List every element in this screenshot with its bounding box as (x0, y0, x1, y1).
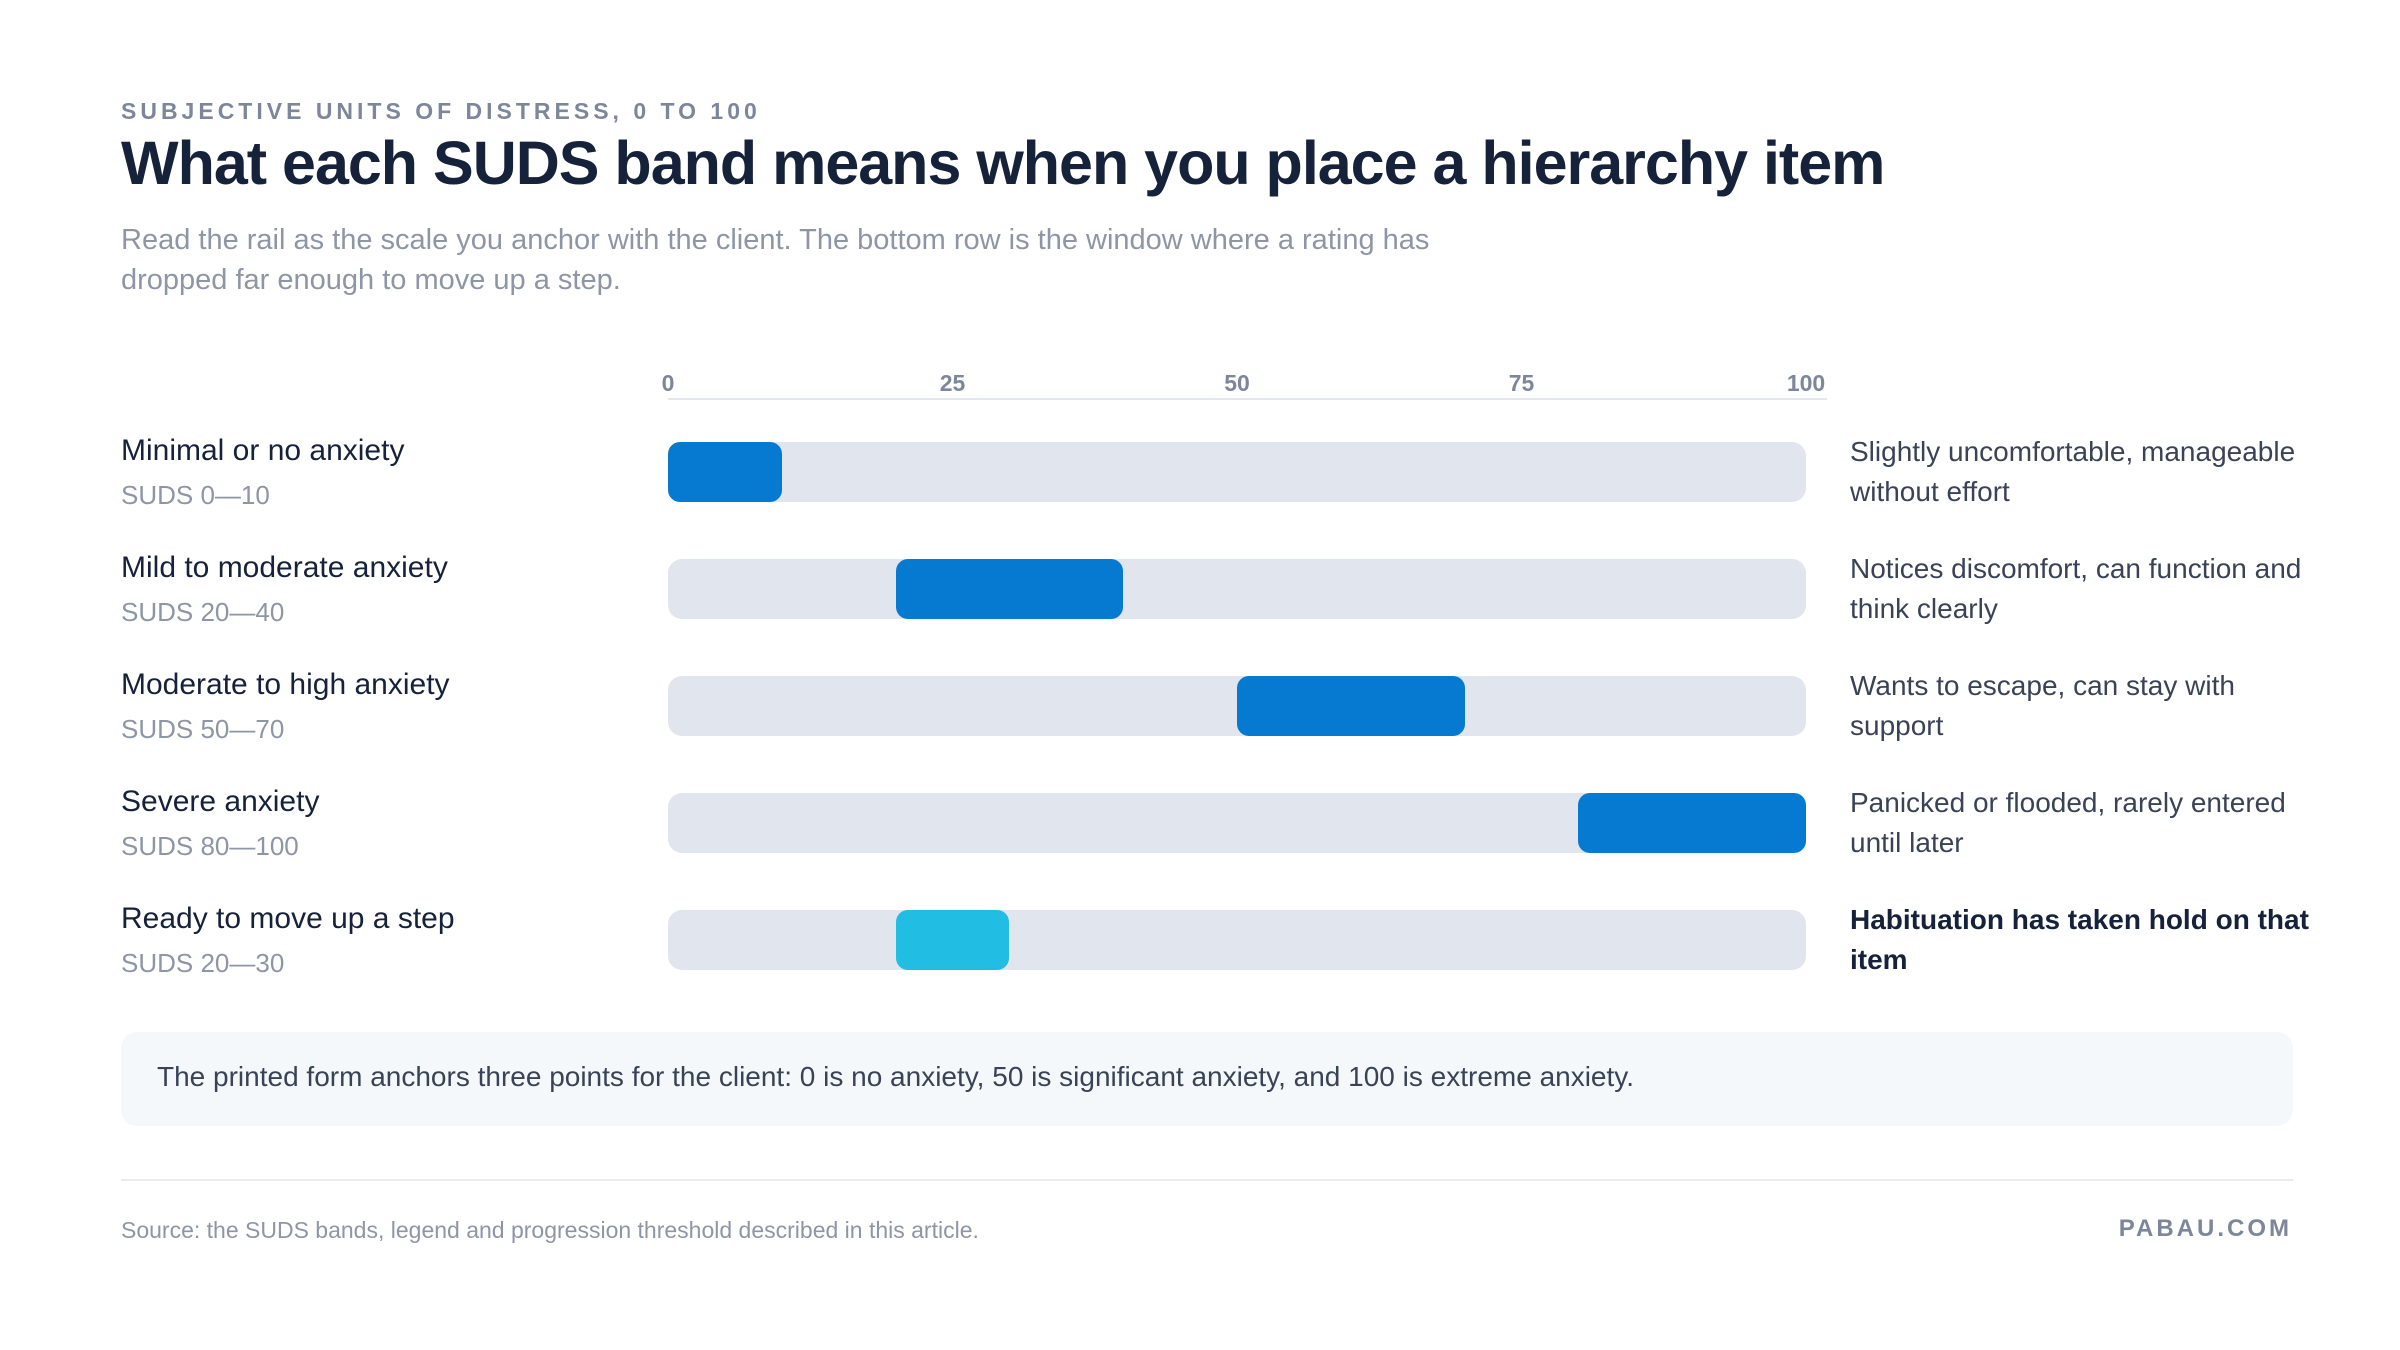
scale-rail (668, 559, 1806, 619)
scale-rail (668, 910, 1806, 970)
suds-range-chart: 0 25 50 75 100 Minimal or no anxiety SUDS 0—10… (121, 370, 2309, 978)
range-bar (1578, 793, 1806, 853)
row-range-label: SUDS 80—100 (121, 831, 299, 861)
x-tick-label: 100 (1786, 370, 1826, 396)
row-label: Moderate to high anxiety (121, 668, 450, 701)
row-range-label: SUDS 0—10 (121, 480, 270, 510)
row-description: Habituation has taken hold on that item (1850, 904, 2309, 975)
footnote-panel: The printed form anchors three points fo… (121, 1032, 2293, 1126)
row-label: Mild to moderate anxiety (121, 551, 448, 584)
row-description: Panicked or flooded, rarely entered unti… (1850, 787, 2286, 858)
scale-rail (668, 442, 1806, 502)
x-tick-label: 25 (939, 370, 966, 396)
row-range-label: SUDS 50—70 (121, 714, 285, 744)
chart-subtitle: Read the rail as the scale you anchor wi… (121, 224, 1430, 296)
x-tick-label: 75 (1508, 370, 1535, 396)
row-label: Severe anxiety (121, 785, 320, 818)
eyebrow: SUBJECTIVE UNITS OF DISTRESS, 0 TO 100 (121, 98, 761, 124)
range-bar (895, 559, 1124, 619)
range-bar (668, 442, 782, 502)
row-description: Slightly uncomfortable, manageable witho… (1850, 436, 2296, 507)
row-description: Wants to escape, can stay with support (1850, 670, 2235, 741)
row-label: Ready to move up a step (121, 902, 455, 935)
range-bar (895, 910, 1010, 970)
row-description: Notices discomfort, can function and thi… (1850, 553, 2302, 624)
footer-divider (121, 1179, 2293, 1181)
row-range-label: SUDS 20—30 (121, 948, 285, 978)
x-tick-label: 50 (1224, 370, 1250, 396)
source-note: Source: the SUDS bands, legend and progr… (121, 1217, 979, 1243)
brand-mark: PABAU.COM (2118, 1215, 2292, 1242)
range-bar (1237, 676, 1465, 736)
row-label: Minimal or no anxiety (121, 434, 405, 467)
x-tick-label: 0 (661, 370, 675, 396)
footnote-text: The printed form anchors three points fo… (157, 1061, 1634, 1092)
row-range-label: SUDS 20—40 (121, 597, 285, 627)
axis-line (668, 398, 1827, 400)
chart-title: What each SUDS band means when you place… (121, 129, 1885, 197)
